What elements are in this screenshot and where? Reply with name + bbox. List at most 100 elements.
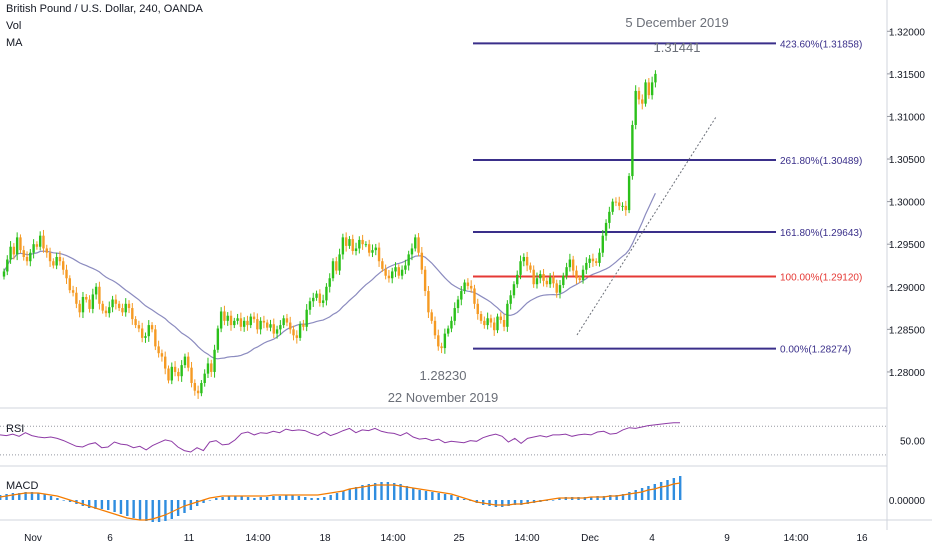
- macd-histogram-bar: [5, 494, 8, 500]
- candle-body: [252, 316, 256, 320]
- candle-body: [575, 270, 578, 279]
- candle-body: [111, 299, 114, 308]
- macd-histogram-bar: [202, 500, 205, 503]
- macd-histogram-bar: [412, 488, 415, 500]
- macd-histogram-bar: [138, 500, 142, 520]
- time-tick-label: 9: [724, 533, 730, 544]
- macd-histogram-bar: [208, 500, 212, 501]
- candle-body: [55, 256, 58, 266]
- candle-body: [256, 319, 259, 330]
- candle-body: [571, 259, 575, 271]
- macd-histogram-bar: [87, 500, 91, 508]
- candle-body: [249, 316, 252, 326]
- candle-body: [578, 278, 581, 280]
- macd-histogram-bar: [659, 482, 663, 500]
- candle-body: [140, 328, 144, 338]
- candle-body: [361, 239, 364, 245]
- candle-body: [117, 303, 121, 309]
- candle-body: [35, 244, 39, 247]
- macd-histogram-bar: [399, 484, 402, 500]
- candle-body: [167, 368, 170, 381]
- price-tick-label: 1.30500: [889, 155, 926, 166]
- candle-body: [193, 383, 197, 391]
- candle-body: [183, 356, 187, 366]
- macd-histogram-bar: [126, 500, 129, 516]
- candle-body: [25, 256, 29, 262]
- candle-body: [200, 383, 203, 394]
- candle-body: [463, 282, 466, 292]
- macd-histogram-bar: [526, 500, 529, 504]
- candle-body: [479, 314, 483, 321]
- ma-label: MA: [6, 37, 23, 49]
- low-date-annotation: 22 November 2019: [388, 390, 499, 405]
- candle-body: [321, 300, 325, 303]
- candle-body: [269, 324, 272, 328]
- candle-body: [150, 325, 154, 330]
- candle-body: [88, 299, 91, 309]
- candle-body: [604, 222, 608, 236]
- macd-histogram-bar: [18, 493, 21, 500]
- high-price-annotation: 1.31441: [654, 40, 701, 55]
- candle-body: [558, 285, 562, 293]
- candle-body: [397, 267, 400, 276]
- macd-histogram-bar: [0, 495, 2, 500]
- candle-body: [634, 90, 637, 125]
- candle-body: [358, 239, 361, 249]
- price-tick-label: 1.32000: [889, 27, 926, 38]
- rsi-pane: 50.00: [0, 422, 925, 456]
- candle-body: [525, 256, 529, 266]
- fib-level-label: 161.80%(1.29643): [780, 228, 862, 239]
- macd-histogram-bar: [24, 492, 27, 500]
- macd-histogram-bar: [215, 498, 218, 500]
- candle-body: [631, 124, 634, 177]
- candle-body: [187, 356, 190, 368]
- macd-histogram-bar: [380, 482, 383, 500]
- macd-histogram-bar: [507, 500, 510, 506]
- candle-body: [469, 285, 473, 289]
- candle-body: [52, 261, 55, 266]
- price-tick-label: 1.29500: [889, 240, 926, 251]
- time-tick-label: Dec: [581, 533, 599, 544]
- candle-body: [489, 318, 493, 323]
- candle-body: [627, 176, 631, 211]
- macd-histogram-bar: [291, 495, 294, 500]
- candle-body: [42, 235, 45, 249]
- annotations: 5 December 2019 1.31441 1.28230 22 Novem…: [388, 15, 729, 405]
- candle-body: [381, 261, 384, 269]
- candle-body: [437, 335, 440, 347]
- candle-body: [595, 261, 598, 263]
- candle-body: [598, 252, 601, 263]
- candle-body: [341, 237, 345, 255]
- macd-histogram-bar: [647, 486, 650, 500]
- candle-body: [344, 237, 348, 246]
- candle-body: [104, 310, 108, 314]
- macd-histogram-bar: [157, 500, 161, 522]
- candle-body: [71, 290, 75, 293]
- candle-body: [509, 295, 512, 304]
- candle-body: [364, 244, 368, 246]
- candle-body: [420, 252, 424, 270]
- macd-histogram-bar: [43, 494, 46, 500]
- price-tick-label: 1.30000: [889, 198, 926, 209]
- candle-body: [433, 320, 437, 336]
- candle-body: [58, 256, 62, 262]
- macd-histogram-bar: [119, 500, 123, 514]
- candle-body: [450, 320, 453, 329]
- candle-body: [621, 205, 624, 207]
- candle-body: [641, 99, 644, 104]
- candle-body: [177, 371, 180, 377]
- candle-body: [275, 329, 279, 334]
- high-date-annotation: 5 December 2019: [625, 15, 728, 30]
- candle-body: [414, 237, 417, 249]
- candle-body: [282, 318, 285, 326]
- candle-body: [460, 291, 463, 300]
- macd-histogram-bar: [310, 498, 313, 500]
- candle-body: [374, 247, 377, 251]
- macd-histogram-bar: [68, 500, 72, 502]
- macd-histogram-bar: [132, 500, 135, 518]
- macd-histogram-bar: [348, 489, 351, 500]
- candle-body: [493, 322, 496, 331]
- pane-labels: RSI MACD: [6, 423, 38, 492]
- candle-body: [555, 283, 558, 293]
